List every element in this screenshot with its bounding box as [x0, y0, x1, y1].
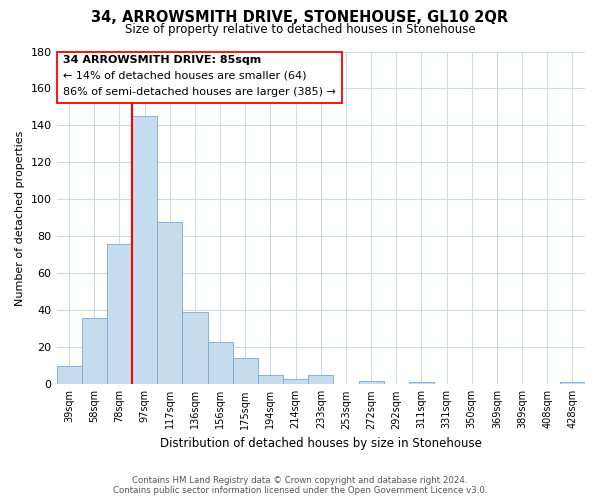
- Bar: [107, 244, 132, 384]
- Bar: [560, 382, 585, 384]
- Bar: [82, 318, 107, 384]
- Bar: [182, 312, 208, 384]
- Bar: [308, 375, 334, 384]
- Text: Size of property relative to detached houses in Stonehouse: Size of property relative to detached ho…: [125, 22, 475, 36]
- Bar: [208, 342, 233, 384]
- Text: 86% of semi-detached houses are larger (385) →: 86% of semi-detached houses are larger (…: [63, 87, 336, 97]
- Text: 34 ARROWSMITH DRIVE: 85sqm: 34 ARROWSMITH DRIVE: 85sqm: [63, 55, 261, 65]
- Bar: [132, 116, 157, 384]
- Bar: [258, 375, 283, 384]
- FancyBboxPatch shape: [56, 52, 342, 103]
- Bar: [233, 358, 258, 384]
- X-axis label: Distribution of detached houses by size in Stonehouse: Distribution of detached houses by size …: [160, 437, 482, 450]
- Y-axis label: Number of detached properties: Number of detached properties: [15, 130, 25, 306]
- Bar: [157, 222, 182, 384]
- Bar: [359, 380, 383, 384]
- Bar: [409, 382, 434, 384]
- Text: 34, ARROWSMITH DRIVE, STONEHOUSE, GL10 2QR: 34, ARROWSMITH DRIVE, STONEHOUSE, GL10 2…: [91, 10, 509, 25]
- Bar: [56, 366, 82, 384]
- Bar: [283, 379, 308, 384]
- Text: Contains HM Land Registry data © Crown copyright and database right 2024.
Contai: Contains HM Land Registry data © Crown c…: [113, 476, 487, 495]
- Text: ← 14% of detached houses are smaller (64): ← 14% of detached houses are smaller (64…: [63, 71, 307, 81]
